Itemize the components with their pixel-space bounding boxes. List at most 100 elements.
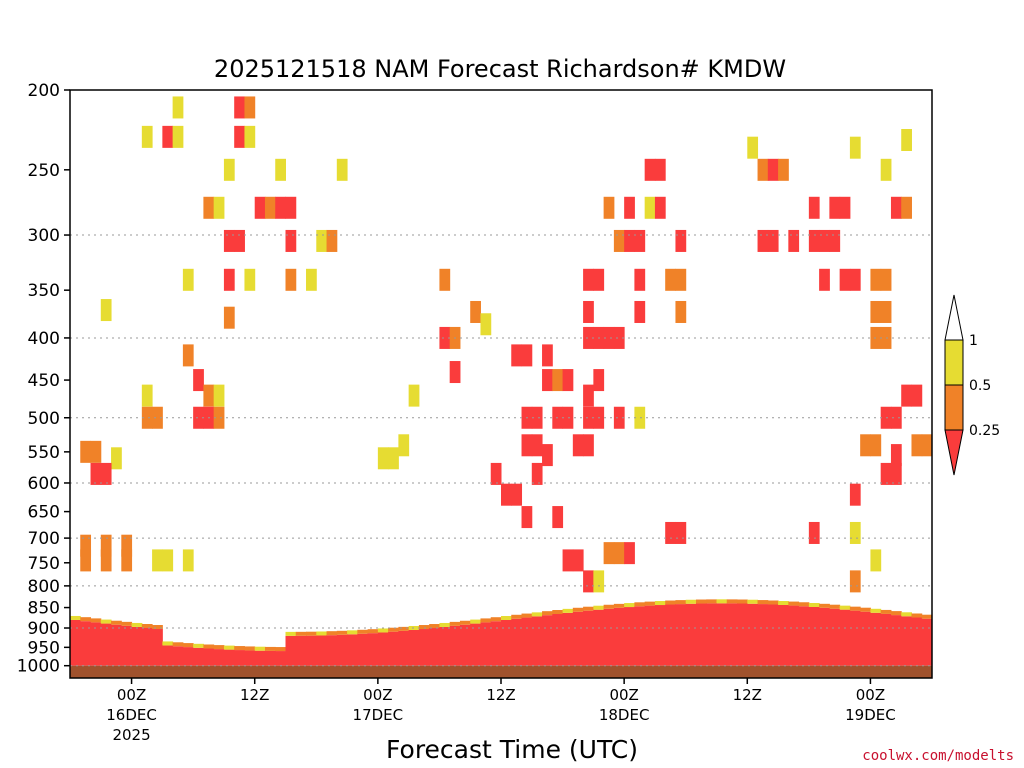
ri-cell [480, 313, 492, 336]
ri-cell [808, 196, 820, 219]
ground [70, 665, 932, 678]
ri-cell [244, 268, 256, 291]
ri-boundary-layer [141, 628, 153, 666]
ri-boundary-layer [480, 622, 492, 666]
y-tick-label: 350 [28, 281, 60, 301]
ri-cell [901, 384, 912, 407]
ri-boundary-layer-top [829, 604, 841, 609]
ri-boundary-layer-top [644, 601, 656, 606]
ri-cell [921, 434, 932, 457]
y-tick-label: 550 [28, 443, 60, 463]
ri-boundary-layer [716, 603, 728, 666]
ri-cell [583, 268, 594, 291]
y-tick-label: 400 [28, 329, 60, 349]
ri-boundary-layer-top [490, 617, 502, 622]
ri-cell [593, 570, 605, 593]
ri-cell [860, 434, 871, 457]
ri-boundary-layer [654, 605, 666, 666]
ri-cell [80, 534, 92, 557]
ri-boundary-layer-top [418, 625, 430, 630]
ri-boundary-layer [501, 619, 512, 666]
ri-cell [675, 229, 687, 252]
ri-boundary-layer-top [562, 608, 574, 613]
ri-cell [193, 369, 204, 392]
ri-boundary-layer [275, 651, 286, 666]
ri-boundary-layer-top [121, 621, 133, 626]
ri-cell [306, 268, 317, 291]
ri-boundary-layer [511, 618, 523, 666]
ri-cell [890, 444, 902, 467]
ri-cell [880, 300, 892, 323]
ri-cell [275, 158, 286, 181]
ri-cell [583, 384, 594, 407]
ri-boundary-layer [634, 606, 646, 666]
ri-cell [870, 434, 882, 457]
ri-cell [223, 158, 235, 181]
ri-boundary-layer-top [131, 622, 143, 627]
ri-cell [100, 462, 112, 485]
y-tick-label: 850 [28, 599, 60, 619]
ri-cell [285, 196, 297, 219]
ri-cell [521, 434, 533, 457]
ri-boundary-layer [234, 650, 245, 666]
ri-cell [593, 268, 605, 291]
legend-swatch-05-1 [944, 339, 964, 386]
ri-boundary-layer-top [336, 630, 348, 635]
ri-cell [624, 196, 635, 219]
ri-cell [583, 300, 594, 323]
ri-boundary-layer-top [388, 627, 399, 632]
ri-boundary-layer [347, 634, 358, 666]
ri-cell [80, 440, 92, 463]
ri-boundary-layer-top [849, 606, 861, 611]
ri-cell [264, 196, 276, 219]
ri-boundary-layer [70, 619, 81, 666]
ri-boundary-layer [808, 606, 820, 666]
ri-boundary-layer-top [295, 631, 307, 636]
ri-boundary-layer [788, 605, 800, 666]
ri-boundary-layer [459, 624, 471, 666]
ri-cell [583, 326, 594, 349]
ri-cell [870, 300, 882, 323]
ri-boundary-layer [613, 607, 625, 666]
ri-boundary-layer [213, 649, 225, 666]
ri-cell [562, 369, 574, 392]
ri-boundary-layer [162, 645, 174, 666]
ri-boundary-layer [152, 629, 163, 666]
ri-boundary-layer [798, 606, 810, 666]
ri-boundary-layer-top [501, 615, 512, 620]
x-tick-date: 16DEC [106, 706, 157, 724]
x-tick-label: 12Z [240, 686, 269, 704]
ri-cell [613, 406, 625, 429]
ri-cell [141, 384, 153, 407]
x-tick-label: 00Z [856, 686, 885, 704]
ri-cell [152, 406, 163, 429]
x-tick-date: 18DEC [599, 706, 650, 724]
ri-boundary-layer [90, 622, 102, 666]
ri-cell [880, 462, 892, 485]
ri-cell [890, 462, 902, 485]
x-axis-label: Forecast Time (UTC) [386, 735, 638, 764]
ri-boundary-layer-top [737, 599, 748, 604]
ri-boundary-layer [111, 624, 122, 666]
ri-boundary-layer-top [511, 614, 523, 619]
ri-cell [449, 361, 461, 384]
ri-boundary-layer-top [182, 643, 194, 648]
ri-boundary-layer [880, 613, 892, 666]
ri-boundary-layer-top [449, 621, 461, 626]
y-tick-label: 500 [28, 409, 60, 429]
ri-boundary-layer [429, 628, 440, 666]
y-tick-label: 600 [28, 474, 60, 494]
ri-cell [531, 434, 543, 457]
ri-boundary-layer-top [480, 618, 492, 623]
ri-cell [244, 96, 256, 119]
ri-cell [336, 158, 348, 181]
ri-cell [880, 268, 892, 291]
ri-boundary-layer-top [665, 600, 676, 605]
ri-cell [100, 549, 112, 572]
ri-cell [675, 300, 687, 323]
ri-cell [890, 196, 902, 219]
ri-cell [490, 462, 502, 485]
ri-boundary-layer [326, 635, 338, 666]
ri-cell [234, 229, 245, 252]
ri-cell [80, 549, 92, 572]
